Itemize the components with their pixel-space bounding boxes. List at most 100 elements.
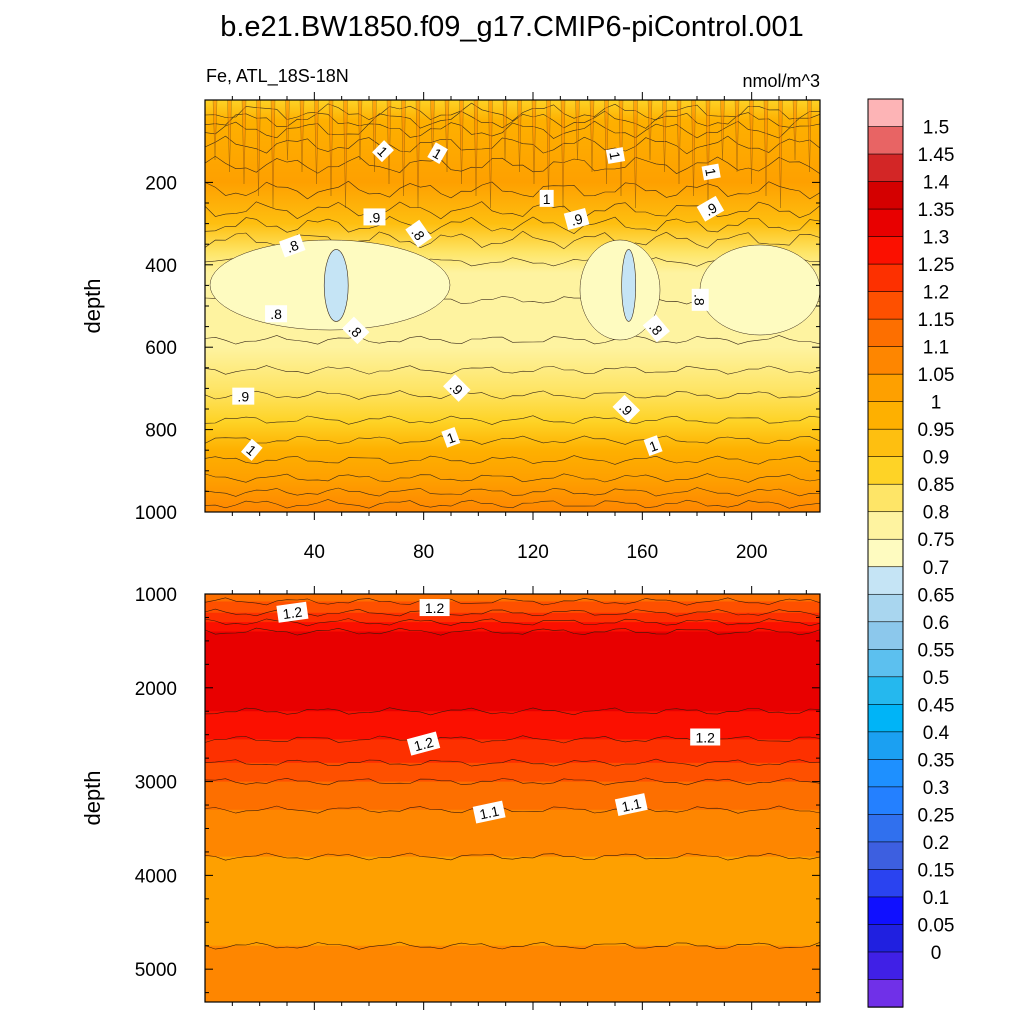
colorbar-swatch (867, 924, 904, 953)
contour-label: 1 (643, 435, 663, 456)
upper-contour-line (204, 499, 821, 509)
colorbar-swatch (867, 869, 904, 898)
colorbar-swatch (867, 621, 904, 651)
colorbar-label: 0.25 (918, 805, 955, 826)
colorbar-label: 1.1 (923, 338, 949, 359)
upper-spike (807, 99, 812, 173)
contour-label: 1.1 (472, 800, 506, 824)
contour-label-box (341, 316, 370, 345)
colorbar-swatch (867, 538, 904, 568)
upper-spike (676, 99, 682, 185)
contour-label-text: 1.2 (282, 603, 304, 622)
colorbar-label: 0.75 (918, 530, 955, 551)
colorbar-swatch (867, 593, 904, 623)
lower-y-tick-label: 3000 (135, 773, 177, 794)
upper-contour-line (204, 135, 821, 155)
colorbar-swatch (867, 153, 904, 183)
lower-contour-line (204, 627, 821, 636)
contour-label: .8 (691, 288, 709, 311)
colorbar-label: 0.45 (918, 695, 955, 716)
contour-label-box (363, 208, 386, 226)
upper-spike (227, 99, 232, 173)
colorbar-label: 1.3 (923, 228, 949, 249)
contour-label: 1 (372, 140, 394, 163)
upper-spike (589, 99, 595, 173)
contour-label-text: 1.2 (425, 600, 445, 616)
contour-label: .8 (642, 314, 670, 343)
upper-spike (691, 99, 696, 197)
lower-band (205, 601, 820, 614)
colorbar-label: 0.95 (918, 420, 955, 441)
lower-y-tick-label: 2000 (135, 679, 177, 700)
colorbar-label: 0.65 (918, 585, 955, 606)
colorbar-swatch (867, 731, 904, 761)
contour-label: .8 (405, 219, 432, 248)
lower-contour-field (204, 594, 821, 1003)
colorbar-label: 0.05 (918, 915, 955, 936)
contour-label-text: .8 (692, 294, 708, 306)
upper-spike (734, 99, 740, 173)
contour-label-box (605, 147, 626, 164)
contour-label-box (405, 219, 432, 248)
upper-pale-lens (699, 244, 821, 336)
colorbar-label: 1.05 (918, 365, 955, 386)
colorbar-swatch (867, 456, 904, 485)
upper-spike (763, 99, 769, 197)
upper-spike (357, 99, 363, 161)
upper-axes: 200 400 600 800 1000 40 80 120 160 200 (135, 92, 821, 563)
colorbar-frame (867, 98, 904, 1008)
colorbar-swatch (867, 291, 904, 320)
contour-label-text: .9 (237, 389, 249, 405)
colorbar-label: 0.5 (923, 668, 949, 689)
upper-spike (256, 99, 261, 197)
lower-contour-labels: 1.2 1.2 1.2 1.2 1.1 1.1 (276, 599, 721, 824)
contour-label: 1 (701, 163, 721, 181)
upper-spike (415, 99, 421, 209)
upper-spike (314, 99, 319, 185)
upper-spike (720, 99, 725, 161)
colorbar-label: 0.55 (918, 640, 955, 661)
contour-label-text: 1.1 (620, 795, 643, 815)
upper-contour-field (204, 99, 821, 512)
contour-label: 1 (539, 189, 554, 207)
lower-band (205, 594, 820, 603)
contour-label-box (419, 599, 450, 617)
upper-spike (560, 99, 566, 209)
upper-contour-line (204, 365, 821, 375)
colorbar-swatch (867, 401, 904, 430)
colorbar-label: 1 (931, 393, 942, 414)
colorbar: 1.5 1.45 1.4 1.35 1.3 1.25 1.2 1.15 1.1 1.05 1 0.95… (867, 98, 955, 1008)
colorbar-swatch (867, 208, 904, 238)
upper-spike (299, 99, 305, 173)
colorbar-label: 0.35 (918, 750, 955, 771)
lower-band (205, 631, 820, 712)
upper-x-tick-label: 200 (736, 542, 768, 563)
upper-x-tick-label: 160 (626, 542, 658, 563)
contour-label-text: 1 (606, 150, 623, 161)
upper-spike (517, 99, 522, 173)
lower-contour-line (204, 758, 821, 767)
lower-y-tick-label: 1000 (135, 585, 177, 606)
lower-band (205, 739, 820, 764)
upper-spike (647, 99, 653, 161)
lower-band (205, 762, 820, 783)
upper-spike (502, 99, 508, 161)
contour-label: .9 (363, 208, 386, 226)
colorbar-label: 0 (931, 943, 942, 964)
upper-spike (473, 99, 479, 197)
contour-label: 1 (441, 426, 461, 448)
contour-label: 1 (427, 142, 448, 164)
contour-label: .9 (443, 374, 471, 402)
upper-spike (401, 99, 406, 197)
lower-band (205, 945, 820, 1003)
upper-x-tick-label: 120 (517, 542, 549, 563)
contour-label-box (240, 438, 263, 461)
colorbar-label: 0.7 (923, 558, 949, 579)
upper-spike (328, 99, 334, 197)
contour-label-text: 1.2 (695, 730, 715, 746)
colorbar-swatch (867, 704, 904, 733)
upper-contour-line (204, 102, 821, 122)
upper-y-tick-label: 1000 (135, 503, 177, 524)
